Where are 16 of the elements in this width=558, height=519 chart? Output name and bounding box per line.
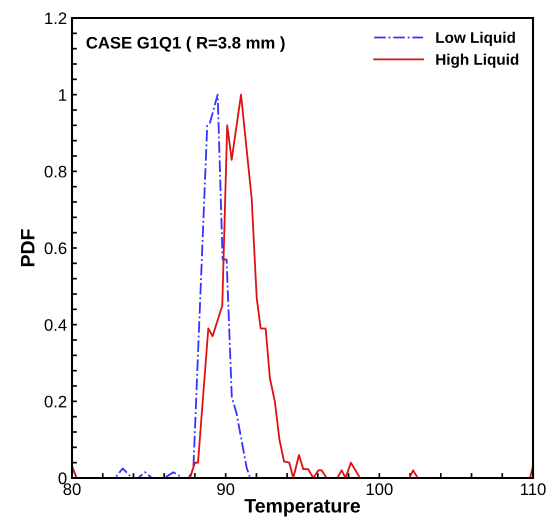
x-tick-label: 110: [520, 483, 546, 496]
y-tick-label: 0: [58, 472, 66, 484]
x-tick-label: 90: [217, 483, 234, 496]
y-tick-label: 0.4: [44, 319, 67, 331]
x-axis-title: Temperature: [244, 499, 360, 517]
y-tick-label: 1: [59, 89, 66, 101]
x-tick-label: 100: [366, 483, 393, 496]
y-tick-label: 0.2: [44, 396, 66, 408]
y-axis-title: PDF: [21, 229, 34, 266]
y-tick-label: 0.6: [44, 242, 66, 254]
legend-label: Low Liquid: [436, 32, 515, 46]
y-tick-label: 0.8: [44, 166, 66, 178]
y-tick-label: 1.2: [45, 12, 66, 24]
x-tick-label: 80: [63, 483, 81, 496]
legend-label: High Liquid: [436, 54, 518, 68]
text: CASE G1Q1 ( R=3.8 mm ): [86, 36, 285, 52]
